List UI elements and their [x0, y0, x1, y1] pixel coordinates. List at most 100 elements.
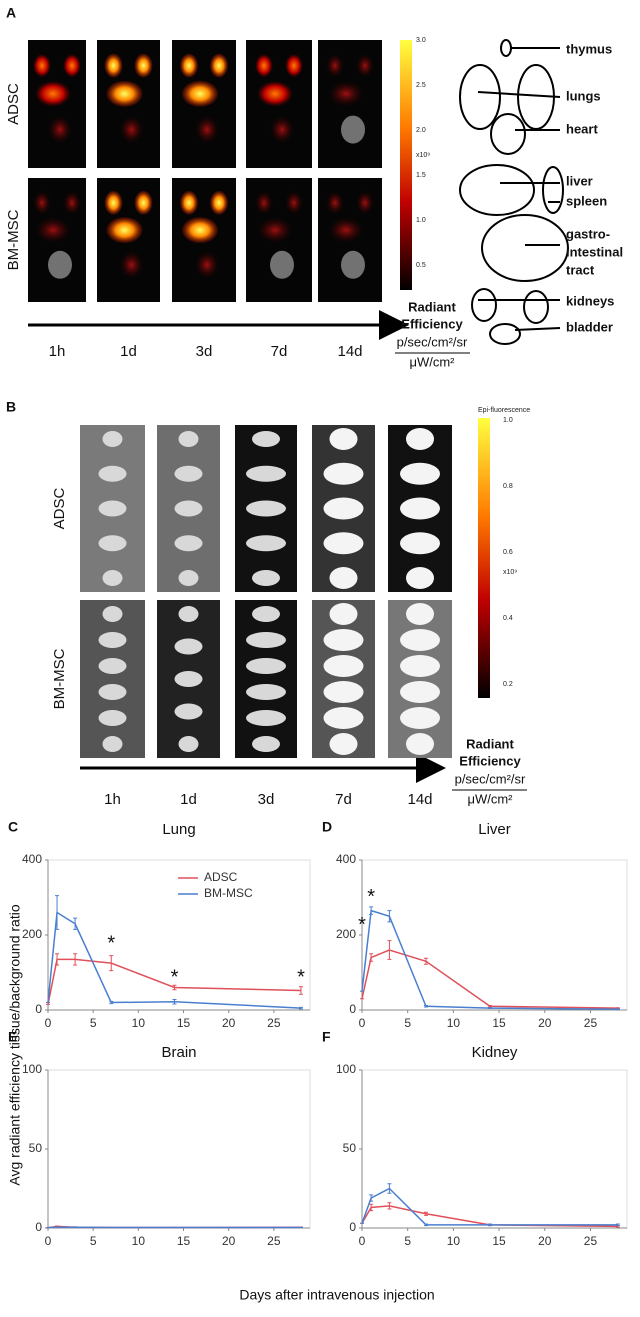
label: 5	[404, 1234, 411, 1248]
label: 14d	[407, 791, 432, 808]
plot-frame	[362, 860, 627, 1010]
brain-slice	[103, 736, 123, 752]
label: 2.5	[416, 82, 426, 89]
label: 5	[90, 1234, 97, 1248]
brain-slice	[400, 681, 440, 703]
label: BM-MSC	[5, 209, 22, 270]
brain-slice	[406, 603, 434, 625]
label: 1h	[104, 791, 121, 808]
brain-slice	[400, 707, 440, 729]
signal	[328, 217, 364, 243]
label: 2.0	[416, 127, 426, 134]
brain-slice	[406, 567, 434, 589]
label: Lung	[162, 821, 195, 838]
brain-slice	[252, 606, 280, 622]
signal	[180, 54, 198, 78]
brain-slice	[103, 606, 123, 622]
brain-image	[388, 600, 452, 758]
brain-slice	[246, 658, 286, 674]
label: 5	[404, 1016, 411, 1030]
label: 3.0	[416, 37, 426, 44]
brain-slice	[324, 655, 364, 677]
brain-slice	[324, 707, 364, 729]
signal	[356, 54, 374, 78]
brain-slice	[330, 567, 358, 589]
label: 15	[177, 1234, 191, 1248]
brain-image	[388, 425, 452, 592]
label: 0	[349, 1220, 356, 1234]
label: C	[8, 819, 18, 835]
signal	[105, 191, 123, 215]
ivis-image	[318, 178, 382, 302]
brain-slice	[99, 710, 127, 726]
label: 0	[359, 1234, 366, 1248]
signal	[33, 191, 51, 215]
label: 50	[29, 1141, 43, 1155]
brain-slice	[330, 603, 358, 625]
ivis-image	[246, 40, 312, 168]
signal	[255, 191, 273, 215]
signal	[326, 191, 344, 215]
signal	[285, 191, 303, 215]
label: 200	[336, 927, 356, 941]
brain-slice	[175, 639, 203, 655]
label: 25	[584, 1234, 598, 1248]
ivis-image	[97, 40, 160, 168]
error-bar	[73, 1227, 77, 1228]
label: 1d	[120, 343, 137, 360]
signal	[63, 54, 81, 78]
signal	[257, 81, 293, 107]
label: 400	[336, 852, 356, 866]
brain-slice	[324, 498, 364, 520]
label: *	[367, 886, 375, 908]
label: Efficiency	[459, 753, 521, 768]
label: 1.5	[416, 172, 426, 179]
brain-slice	[179, 736, 199, 752]
label: p/sec/cm²/sr	[397, 334, 468, 349]
label: Kidney	[472, 1044, 518, 1061]
error-bar	[488, 1008, 492, 1009]
label: 20	[222, 1016, 236, 1030]
label: 100	[336, 1062, 356, 1076]
signal	[107, 217, 143, 243]
series-line	[362, 1189, 618, 1225]
brain-slice	[246, 501, 286, 517]
label: A	[6, 5, 16, 21]
brain-slice	[246, 632, 286, 648]
label: Radiant	[466, 736, 514, 751]
signal	[120, 116, 144, 144]
brain-slice	[246, 684, 286, 700]
label: Liver	[478, 821, 511, 838]
label: 10	[447, 1234, 461, 1248]
signal	[182, 81, 218, 107]
label: Radiant	[408, 299, 456, 314]
label: thymus	[566, 41, 612, 56]
signal	[285, 54, 303, 78]
label: 20	[222, 1234, 236, 1248]
image-bg	[80, 600, 145, 758]
brain-image	[235, 600, 297, 758]
brain-slice	[103, 570, 123, 586]
label: 0.8	[503, 483, 513, 490]
label: 15	[492, 1016, 506, 1030]
signal	[326, 54, 344, 78]
colorbar	[478, 418, 490, 698]
brain-image	[312, 600, 375, 758]
brain-slice	[175, 671, 203, 687]
brain-slice	[252, 570, 280, 586]
label: Avg radiant efficiency tissue/background…	[7, 904, 23, 1185]
ivis-image	[172, 178, 236, 302]
brain-slice	[175, 535, 203, 551]
brain-slice	[99, 658, 127, 674]
brain-slice	[99, 466, 127, 482]
signal	[63, 191, 81, 215]
brain-slice	[406, 733, 434, 755]
label: 1.0	[503, 417, 513, 424]
brain-image	[312, 425, 375, 592]
series-line	[362, 911, 618, 1010]
label: *	[297, 966, 305, 988]
label: μW/cm²	[467, 791, 513, 806]
label: 25	[267, 1016, 281, 1030]
brain-slice	[324, 532, 364, 554]
